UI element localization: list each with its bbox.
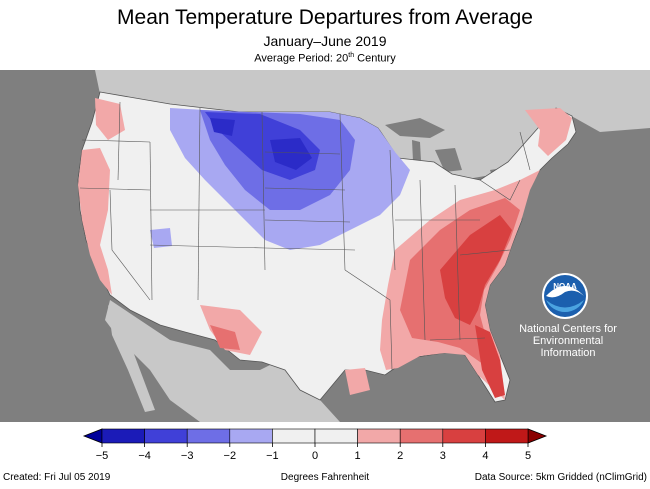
border-ca-nv: [109, 189, 151, 301]
legend-bin: [144, 428, 188, 444]
created-date: Created: Fri Jul 05 2019: [3, 472, 111, 483]
cold-dakotas-core: [270, 138, 312, 170]
cold-montana-core: [210, 118, 235, 136]
legend-bin: [399, 428, 444, 444]
border-ks-ok: [264, 247, 356, 251]
legend-bin: [272, 428, 316, 444]
warm-gulf-texas: [345, 368, 370, 395]
legend-tick-label: −5: [96, 450, 109, 462]
noaa-logo-text: NOAA: [553, 282, 577, 291]
ncei-label-line3: Information: [540, 347, 596, 359]
border-ne-ks: [264, 219, 351, 223]
legend-bin: [357, 428, 401, 444]
legend-bin: [314, 428, 358, 444]
baja-land: [108, 305, 155, 412]
average-period-sup: th: [348, 52, 355, 59]
border-mo-il: [389, 149, 396, 271]
warm-texas-west-core: [210, 325, 240, 350]
legend-tick-label: −4: [138, 450, 151, 462]
ncei-label: National Centers for Environmental Infor…: [506, 323, 630, 359]
legend-tick-label: 0: [312, 450, 318, 462]
border-wa-or: [81, 139, 151, 143]
legend-bins: [101, 428, 529, 444]
noaa-logo-lower: [546, 300, 584, 313]
legend-tick-label: 4: [482, 450, 488, 462]
legend-svg: −5 −4 −3 −2 −1 0 1 2 3 4 5: [82, 428, 548, 462]
warm-southeast-core: [440, 215, 512, 325]
warm-northwest: [95, 98, 125, 140]
data-source: Data Source: 5km Gridded (nClimGrid): [474, 472, 647, 483]
header: Mean Temperature Departures from Average…: [0, 0, 650, 70]
map-title: Mean Temperature Departures from Average: [117, 6, 533, 29]
legend-tick-label: −3: [181, 450, 194, 462]
lake-superior: [385, 118, 445, 138]
legend-bin: [485, 428, 529, 444]
border-co-nm: [149, 244, 266, 249]
border-or-ca: [79, 187, 151, 191]
legend-warm-arrow: [527, 428, 548, 444]
ncei-label-line1: National Centers for: [519, 323, 617, 335]
border-ut-co: [197, 107, 201, 301]
border-nc-sc: [459, 249, 511, 256]
color-legend: −5 −4 −3 −2 −1 0 1 2 3 4 5: [0, 425, 650, 465]
units-label: Degrees Fahrenheit: [280, 472, 370, 483]
warm-florida: [475, 325, 505, 398]
ncei-label-line2: Environmental: [532, 335, 604, 347]
mexico-land: [105, 300, 340, 422]
legend-tick-label: 1: [355, 450, 361, 462]
legend-bin: [229, 428, 273, 444]
border-fl-north: [429, 337, 486, 341]
border-pa-ny: [479, 179, 521, 201]
warm-new-england: [525, 108, 572, 156]
legend-bin: [186, 428, 231, 444]
average-period: Average Period: 20th Century: [0, 52, 650, 65]
noaa-logo-wave: [546, 286, 584, 298]
legend-tick-label: −2: [224, 450, 237, 462]
border-plains-west: [261, 111, 266, 271]
map-svg: NOAA: [0, 70, 650, 422]
noaa-logo: NOAA: [542, 273, 588, 319]
border-plains-east: [339, 113, 346, 271]
average-period-suffix: Century: [354, 52, 396, 65]
border-ny-vt: [519, 131, 531, 171]
state-borders: [79, 101, 531, 371]
border-tx-la: [344, 269, 393, 371]
border-nv-ut: [149, 141, 153, 301]
legend-bin: [101, 428, 145, 444]
border-nd-sd: [264, 151, 341, 155]
legend-tick-label: 2: [397, 450, 403, 462]
legend-tick-label: 3: [440, 450, 446, 462]
cold-nevada-patch: [150, 228, 172, 248]
border-ms-al: [419, 179, 426, 341]
average-period-prefix: Average Period: 20: [254, 52, 349, 65]
border-sd-ne: [264, 187, 346, 191]
legend-ticks: −5 −4 −3 −2 −1 0 1 2 3 4 5: [96, 443, 531, 462]
map-subtitle: January–June 2019: [263, 33, 387, 49]
legend-tick-label: −1: [266, 450, 279, 462]
legend-cold-arrow: [82, 428, 103, 444]
legend-tick-label: 5: [525, 450, 531, 462]
legend-bin: [442, 428, 486, 444]
border-al-ga: [454, 184, 461, 341]
warm-texas-west: [200, 305, 262, 355]
warm-westcoast: [78, 148, 112, 295]
temperature-map: NOAA: [0, 70, 650, 422]
lake-huron: [435, 148, 462, 172]
